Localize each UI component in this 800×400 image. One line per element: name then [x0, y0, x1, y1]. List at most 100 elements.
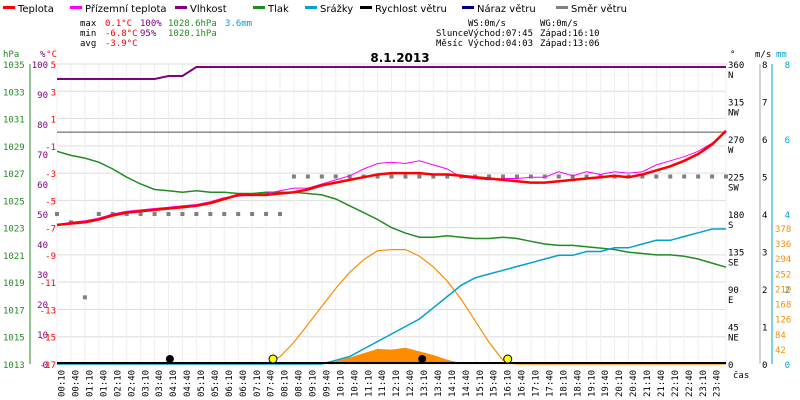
wind-dir-point	[389, 174, 394, 179]
stats-panel: max 0.1°C 100% 1028.6hPa 3.6mm min -6.8°C 95% 10…	[80, 19, 600, 49]
tick-dir-5: 135	[728, 249, 744, 259]
wind-dir-point	[55, 212, 59, 216]
tick-time-5: 02:40	[127, 370, 137, 397]
tick-dir-name-4: S	[728, 221, 733, 231]
tick-dir-6: 90	[728, 286, 739, 296]
tick-wind-0: 8	[762, 61, 767, 71]
wind-dir-point	[250, 212, 255, 216]
tick-dir-3: 225	[728, 174, 744, 184]
tick-time-16: 08:10	[281, 370, 291, 397]
tick-humidity-7: 30	[37, 271, 48, 281]
stat-text-14: Východ:07:45	[468, 29, 533, 39]
tick-temp-7: -9	[45, 252, 56, 262]
tick-wind-6: 2	[762, 286, 767, 296]
tick-rain-0: 8	[785, 61, 790, 71]
wind-dir-point	[194, 212, 199, 216]
tick-time-26: 13:10	[420, 370, 430, 397]
tick-time-25: 12:40	[406, 370, 416, 397]
tick-dir-name-3: SW	[728, 184, 739, 194]
tick-time-15: 07:40	[267, 370, 277, 397]
tick-time-38: 19:10	[587, 370, 597, 397]
tick-solar-3: 252	[775, 270, 791, 280]
tick-time-36: 18:10	[559, 370, 569, 397]
tick-time-27: 13:40	[434, 370, 444, 397]
legend-label-3: Tlak	[267, 4, 289, 15]
legend-label-2: Vlhkost	[190, 4, 227, 15]
axis-unit-degc: °C	[46, 50, 57, 60]
tick-humidity-8: 20	[37, 301, 48, 311]
tick-time-10: 05:10	[197, 370, 207, 397]
pressure-line	[56, 150, 727, 268]
tick-time-28: 14:10	[448, 370, 458, 397]
wind-dir-point	[375, 174, 380, 179]
legend-swatch-3	[253, 6, 265, 9]
legend-swatch-2	[175, 6, 187, 9]
tick-pressure-7: 1021	[3, 252, 25, 262]
tick-dir-0: 360	[728, 61, 744, 71]
stat-text-7: 95%	[140, 29, 157, 39]
tick-time-30: 15:10	[476, 370, 486, 397]
moonset-marker	[418, 355, 427, 363]
tick-dir-name-2: W	[728, 146, 734, 156]
wind-dir-point	[514, 174, 519, 179]
wind-dir-point	[403, 174, 408, 179]
tick-time-14: 07:10	[253, 370, 263, 397]
wind-dir-point	[264, 212, 269, 216]
tick-wind-5: 3	[762, 249, 767, 259]
tick-solar-0: 378	[775, 225, 791, 235]
solar-area	[57, 347, 726, 364]
tick-pressure-8: 1019	[3, 279, 25, 289]
tick-rain-3: 2	[785, 286, 790, 296]
wind-dir-point	[278, 212, 282, 216]
humidity-line	[57, 66, 726, 80]
wind-dir-point	[291, 174, 296, 179]
tick-time-17: 08:40	[295, 370, 305, 397]
tick-time-12: 06:10	[225, 370, 235, 397]
wind-dir-point	[487, 174, 492, 179]
stat-text-5: min	[80, 29, 96, 39]
wind-dir-point	[96, 212, 101, 216]
tick-temp-2: 1	[51, 116, 56, 126]
tick-time-6: 03:10	[141, 370, 151, 397]
wind-dir-point	[584, 174, 589, 179]
stat-text-8: 1020.1hPa	[168, 29, 217, 39]
chart-title: 8.1.2013	[370, 51, 429, 65]
tick-pressure-9: 1017	[3, 306, 25, 316]
wind-dir-point	[724, 174, 728, 179]
stat-text-10: -3.9°C	[105, 39, 138, 49]
temperature-line	[56, 129, 727, 227]
tick-dir-name-0: N	[728, 71, 733, 81]
tick-time-46: 23:10	[699, 370, 709, 397]
tick-time-24: 12:10	[392, 370, 402, 397]
legend-label-4: Srážky	[320, 3, 353, 15]
tick-wind-4: 4	[762, 211, 767, 221]
tick-pressure-5: 1025	[3, 197, 25, 207]
wind-dir-point	[445, 174, 450, 179]
wind-dir-point	[710, 174, 715, 179]
tick-time-47: 23:40	[713, 370, 723, 397]
tick-rain-2: 4	[785, 211, 790, 221]
tick-humidity-3: 70	[37, 151, 48, 161]
tick-solar-6: 126	[775, 316, 791, 326]
tick-dir-2: 270	[728, 136, 744, 146]
legend-swatch-4	[305, 6, 317, 9]
tick-time-2: 01:10	[86, 370, 96, 397]
tick-wind-7: 1	[762, 324, 767, 334]
tick-wind-1: 7	[762, 99, 767, 109]
tick-solar-5: 168	[775, 301, 791, 311]
tick-time-13: 06:40	[239, 370, 249, 397]
tick-time-44: 22:10	[671, 370, 681, 397]
legend-label-6: Náraz větru	[477, 3, 536, 15]
stat-text-18: Západ:13:06	[540, 39, 600, 49]
wind-dir-point	[138, 212, 143, 216]
wind-dir-point	[501, 174, 505, 179]
tick-dir-7: 45	[728, 324, 739, 334]
tick-time-9: 04:40	[183, 370, 193, 397]
tick-wind-8: 0	[762, 361, 767, 371]
stat-text-3: 1028.6hPa	[168, 19, 217, 29]
wind-dir-point	[124, 212, 129, 216]
tick-wind-2: 6	[762, 136, 767, 146]
stat-text-15: Západ:16:10	[540, 29, 600, 39]
